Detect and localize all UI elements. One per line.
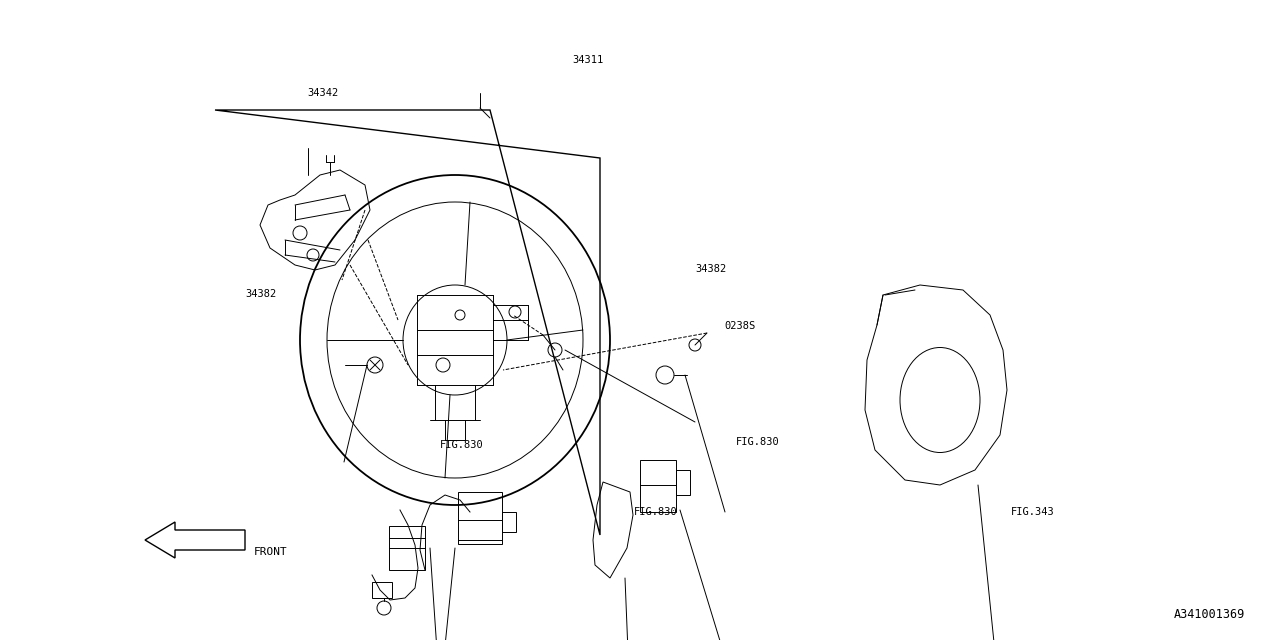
Text: 34342: 34342	[307, 88, 338, 98]
Text: 34311: 34311	[572, 54, 603, 65]
Text: A341001369: A341001369	[1174, 608, 1245, 621]
Text: FIG.830: FIG.830	[736, 436, 780, 447]
Text: 34382: 34382	[695, 264, 726, 274]
Text: FIG.830: FIG.830	[440, 440, 484, 450]
Text: FRONT: FRONT	[253, 547, 287, 557]
Text: 0238S: 0238S	[724, 321, 755, 332]
Text: 34382: 34382	[246, 289, 276, 300]
Text: FIG.830: FIG.830	[634, 507, 677, 517]
Text: FIG.343: FIG.343	[1011, 507, 1055, 517]
